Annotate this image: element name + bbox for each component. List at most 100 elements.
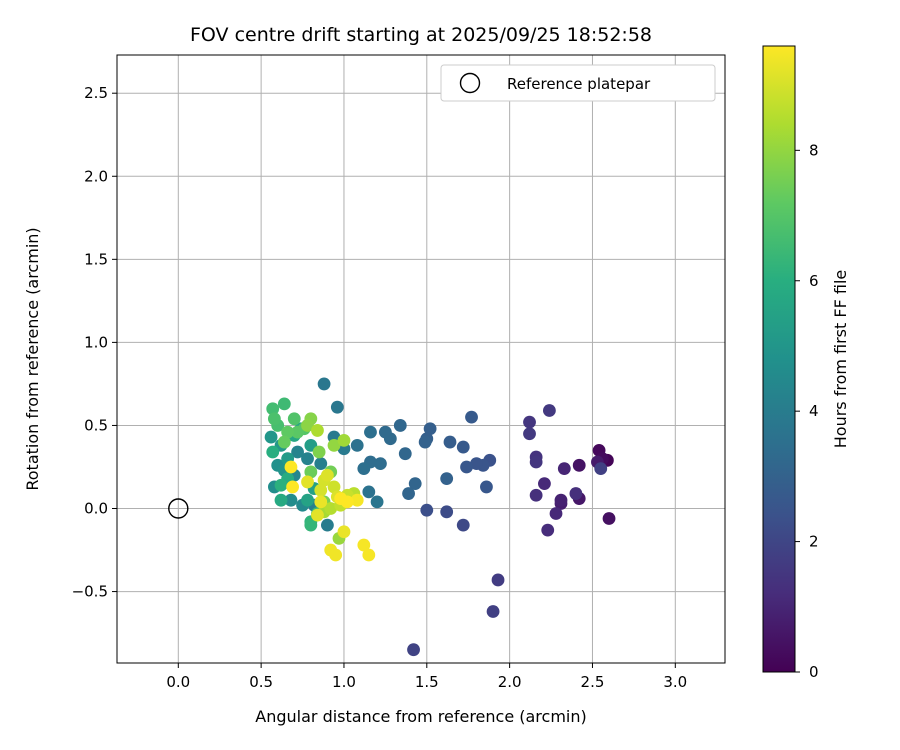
y-axis-label: Rotation from reference (arcmin) (23, 227, 42, 490)
data-point (320, 468, 334, 482)
data-point (569, 487, 583, 500)
data-point (443, 435, 457, 449)
data-point (538, 477, 551, 490)
data-point (357, 462, 371, 476)
data-point (350, 493, 364, 507)
data-point (274, 493, 288, 507)
data-point (541, 523, 555, 537)
data-point (456, 440, 470, 454)
colorbar-ticks: 0 2 4 6 8 (795, 141, 819, 681)
data-point (317, 377, 331, 391)
x-tick-label: 2.5 (581, 673, 605, 691)
data-point (602, 512, 616, 525)
data-point (274, 478, 288, 492)
colorbar-label: Hours from first FF file (831, 270, 850, 449)
x-tick-label: 1.0 (332, 673, 356, 691)
data-point (460, 460, 473, 474)
data-point (266, 445, 280, 459)
data-point (337, 433, 351, 447)
data-point (286, 480, 300, 494)
y-tick-label: 1.0 (84, 333, 108, 351)
data-point (402, 487, 415, 500)
data-point (423, 422, 437, 436)
data-point (408, 477, 422, 490)
data-point (266, 402, 280, 416)
data-point (357, 538, 371, 552)
y-tick-label: 2.0 (84, 167, 108, 185)
data-point (291, 425, 304, 439)
data-point (486, 605, 500, 618)
data-point (284, 493, 298, 507)
colorbar-gradient (762, 45, 796, 673)
y-axis-ticks: −0.5 0.0 0.5 1.0 1.5 2.0 2.5 (72, 84, 117, 601)
x-tick-label: 0.5 (249, 673, 273, 691)
data-point (465, 410, 478, 424)
chart-title: FOV centre drift starting at 2025/09/25 … (190, 24, 652, 46)
data-point (529, 455, 543, 469)
data-point (281, 425, 295, 439)
data-point (264, 430, 278, 444)
data-point (329, 548, 343, 562)
data-point (554, 493, 568, 507)
data-point (572, 458, 586, 472)
data-point (304, 518, 318, 532)
legend: Reference platepar (440, 64, 716, 102)
data-point (529, 488, 543, 502)
data-point (311, 508, 324, 522)
data-point (491, 573, 505, 587)
data-point (374, 457, 387, 471)
reference-marker (168, 498, 189, 519)
data-point (378, 425, 392, 439)
data-point (350, 438, 364, 452)
data-point (287, 412, 301, 426)
colorbar-tick-label: 8 (809, 141, 819, 159)
data-point (277, 435, 291, 449)
x-axis-label: Angular distance from reference (arcmin) (255, 707, 586, 726)
colorbar: 0 2 4 6 8 Hours from first FF file (762, 45, 850, 681)
data-point (440, 472, 454, 486)
data-point (301, 419, 314, 432)
data-point (407, 643, 420, 657)
data-point (542, 404, 556, 417)
data-point (362, 548, 376, 562)
colorbar-tick-label: 2 (809, 533, 819, 551)
colorbar-tick-label: 6 (809, 272, 819, 290)
data-point (362, 485, 376, 499)
data-point (314, 483, 328, 497)
scatter-points (264, 377, 616, 657)
data-point (324, 502, 338, 515)
data-point (594, 462, 608, 476)
data-point (284, 460, 298, 474)
x-tick-label: 2.0 (498, 673, 522, 691)
colorbar-tick-label: 4 (809, 402, 819, 420)
data-point (440, 505, 454, 519)
data-point (330, 400, 344, 414)
data-point (393, 419, 407, 432)
plot-frame (116, 54, 726, 664)
x-tick-label: 3.0 (663, 673, 687, 691)
data-point (301, 493, 314, 507)
data-point (370, 495, 384, 509)
data-point (398, 447, 412, 461)
data-point (320, 518, 334, 532)
legend-marker-icon (459, 72, 481, 94)
data-point (523, 427, 536, 441)
data-point (557, 462, 571, 476)
data-point (277, 397, 291, 411)
data-point (337, 525, 351, 539)
data-point (480, 480, 493, 494)
data-point (291, 445, 304, 459)
data-point (364, 425, 377, 439)
data-point (470, 457, 483, 471)
data-point (327, 480, 341, 494)
data-point (301, 452, 314, 466)
legend-box (440, 64, 716, 102)
x-tick-label: 1.5 (415, 673, 439, 691)
data-point (523, 415, 536, 429)
plot-area (117, 55, 725, 663)
data-point (312, 445, 326, 459)
data-point (327, 438, 341, 452)
x-axis-ticks: 0.0 0.5 1.0 1.5 2.0 2.5 3.0 (166, 663, 687, 691)
data-point (314, 457, 328, 471)
